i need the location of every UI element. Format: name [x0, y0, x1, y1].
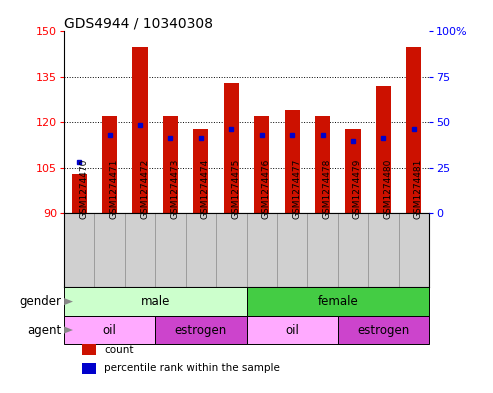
Bar — [224, 83, 239, 213]
Text: GSM1274471: GSM1274471 — [109, 159, 119, 219]
Text: GSM1274479: GSM1274479 — [353, 159, 362, 219]
Bar — [82, 344, 96, 355]
Text: estrogen: estrogen — [175, 323, 227, 336]
Bar — [163, 116, 178, 213]
Bar — [338, 316, 429, 344]
Text: oil: oil — [285, 323, 299, 336]
Bar — [102, 116, 117, 213]
Text: male: male — [141, 295, 170, 308]
Text: GSM1274477: GSM1274477 — [292, 159, 301, 219]
Text: gender: gender — [20, 295, 62, 308]
Text: GSM1274476: GSM1274476 — [262, 159, 271, 219]
Text: percentile rank within the sample: percentile rank within the sample — [104, 363, 280, 373]
Text: GSM1274472: GSM1274472 — [140, 159, 149, 219]
Bar — [284, 110, 300, 213]
Text: count: count — [104, 345, 134, 355]
Text: GSM1274481: GSM1274481 — [414, 159, 423, 219]
Bar — [315, 116, 330, 213]
Bar — [376, 86, 391, 213]
Text: GSM1274473: GSM1274473 — [171, 159, 179, 219]
Bar — [64, 287, 246, 316]
Text: GSM1274470: GSM1274470 — [79, 159, 88, 219]
Bar — [345, 129, 360, 213]
Bar — [406, 47, 422, 213]
Text: GSM1274480: GSM1274480 — [384, 159, 392, 219]
Bar — [193, 129, 209, 213]
Text: GSM1274478: GSM1274478 — [322, 159, 331, 219]
Text: estrogen: estrogen — [357, 323, 409, 336]
Bar — [64, 316, 155, 344]
Bar — [82, 363, 96, 374]
Text: female: female — [317, 295, 358, 308]
Bar — [155, 316, 246, 344]
Text: GDS4944 / 10340308: GDS4944 / 10340308 — [64, 16, 213, 30]
Text: GSM1274474: GSM1274474 — [201, 159, 210, 219]
Bar — [133, 47, 148, 213]
Bar — [246, 316, 338, 344]
Bar — [254, 116, 269, 213]
Text: oil: oil — [103, 323, 117, 336]
Text: agent: agent — [28, 323, 62, 336]
Bar — [246, 287, 429, 316]
Text: GSM1274475: GSM1274475 — [231, 159, 240, 219]
Bar — [71, 174, 87, 213]
